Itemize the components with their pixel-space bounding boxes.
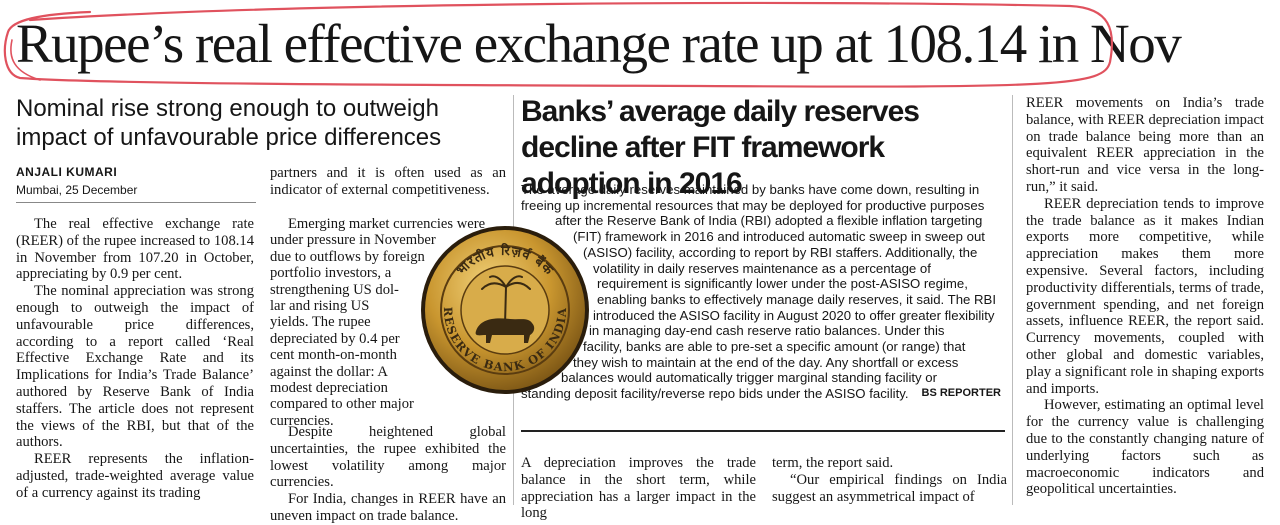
text-line: against the dollar: A bbox=[270, 363, 388, 380]
text-line: The average daily reserves maintained by… bbox=[521, 182, 980, 197]
paragraph: For India, changes in REER have an uneve… bbox=[270, 491, 506, 524]
paragraph: “Our empirical findings on India suggest… bbox=[772, 471, 1007, 505]
text-line: in managing day-end cash reserve ratio b… bbox=[589, 323, 945, 339]
text-line: modest depreciation bbox=[270, 380, 388, 397]
text-line: volatility in daily reserves maintenance… bbox=[593, 260, 931, 276]
text-line: currencies. bbox=[270, 412, 334, 429]
article-column-2-bottom: Despite heightened global uncertainties,… bbox=[270, 424, 506, 525]
headline: Rupee’s real effective exchange rate up … bbox=[16, 13, 1182, 74]
paragraph: REER movements on India’s trade balance,… bbox=[1026, 95, 1264, 195]
column-divider bbox=[1012, 95, 1013, 505]
text-line: enabling banks to effectively manage dai… bbox=[597, 291, 997, 307]
paragraph: A depreciation improves the trade balanc… bbox=[521, 455, 756, 522]
boxed-story-body: The average daily reserves maintained by… bbox=[521, 182, 1001, 402]
article-column-2-top: partners and it is often used as an indi… bbox=[270, 165, 506, 199]
text-line: standing deposit facility/reverse repo b… bbox=[521, 386, 1001, 402]
text-line: freeing up incremental resources that ma… bbox=[521, 197, 985, 213]
paragraph: term, the report said. bbox=[772, 455, 894, 471]
text-line: requirement is significantly lower under… bbox=[597, 276, 968, 292]
byline-divider bbox=[16, 202, 256, 203]
paragraph: Despite heightened global uncertainties,… bbox=[270, 424, 506, 491]
text-line: portfolio investors, a bbox=[270, 265, 392, 282]
paragraph: REER represents the inflation-adjusted, … bbox=[16, 451, 254, 501]
text-line: under pressure in November bbox=[270, 232, 436, 249]
article-column-3b: term, the report said. “Our empirical fi… bbox=[772, 455, 1007, 505]
paragraph: REER depreciation tends to improve the t… bbox=[1026, 195, 1264, 397]
paragraph: However, estimating an optimal level for… bbox=[1026, 397, 1264, 498]
text-line: due to outflows by foreign bbox=[270, 248, 425, 265]
subheadline: Nominal rise strong enough to outweigh i… bbox=[16, 95, 442, 151]
text-line: cent month-on-month bbox=[270, 347, 397, 364]
article-column-3a: A depreciation improves the trade balanc… bbox=[521, 455, 756, 522]
text-line: standing deposit facility/reverse repo b… bbox=[521, 386, 909, 402]
text-line: strengthening US dol- bbox=[270, 281, 399, 298]
text-line: they wish to maintain at the end of the … bbox=[573, 354, 959, 370]
article-column-2-wrapped: Emerging market currencies were under pr… bbox=[270, 216, 506, 429]
text-line: (ASISO) facility, according to report by… bbox=[583, 244, 978, 260]
text-line: balances would automatically trigger mar… bbox=[561, 370, 938, 386]
text-line: compared to other major bbox=[270, 396, 414, 413]
rbi-seal-icon: भारतीय रिज़र्व बैंक RESERVE BANK OF INDI… bbox=[421, 226, 589, 394]
text-line: lar and rising US bbox=[270, 298, 370, 315]
boxed-story-title: Banks’ average daily reserves decline af… bbox=[521, 95, 920, 200]
boxed-story-bottom-rule bbox=[521, 430, 1005, 432]
byline: ANJALI KUMARI bbox=[16, 165, 118, 179]
text-line: facility, banks are able to pre-set a sp… bbox=[583, 339, 966, 355]
text-line: introduced the ASISO facility in August … bbox=[593, 307, 995, 323]
text-line: Emerging market currencies were bbox=[288, 216, 486, 232]
paragraph: The nominal appreciation was strong enou… bbox=[16, 283, 254, 451]
text-line: (FIT) framework in 2016 and introduced a… bbox=[573, 229, 985, 245]
article-column-1: The real effective exchange rate (REER) … bbox=[16, 216, 254, 502]
text-line: depreciated by 0.4 per bbox=[270, 330, 400, 347]
paragraph: The real effective exchange rate (REER) … bbox=[16, 216, 254, 283]
article-column-4: REER movements on India’s trade balance,… bbox=[1026, 95, 1264, 498]
paragraph: partners and it is often used as an indi… bbox=[270, 165, 506, 198]
text-line: after the Reserve Bank of India (RBI) ad… bbox=[555, 213, 983, 229]
reporter-credit: BS REPORTER bbox=[921, 387, 1001, 400]
dateline: Mumbai, 25 December bbox=[16, 183, 138, 197]
text-line: yields. The rupee bbox=[270, 314, 371, 331]
